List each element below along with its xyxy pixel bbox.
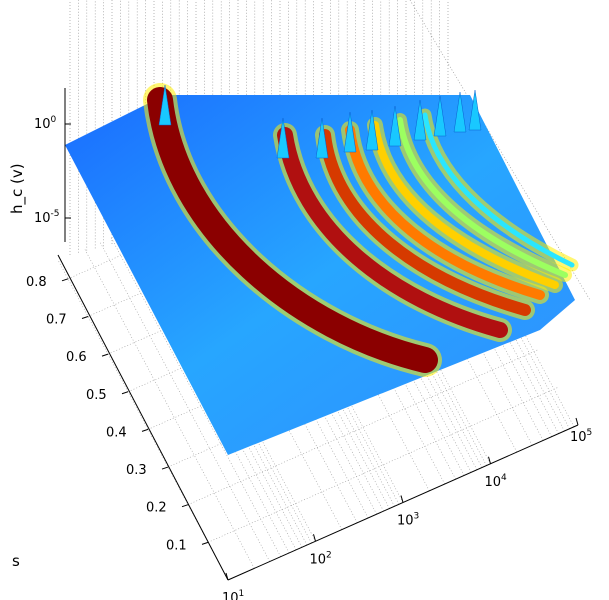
- surface-peak: [388, 105, 402, 147]
- z-tick-label: 10-5: [34, 209, 60, 226]
- surface-peak: [413, 99, 427, 141]
- y-tick-label: 0.3: [126, 463, 147, 478]
- ridge: [371, 121, 559, 289]
- surface-peak: [365, 109, 379, 151]
- surface-peak: [433, 95, 447, 137]
- ridge: [147, 87, 438, 373]
- y-tick-label: 0.6: [66, 350, 87, 365]
- surface-peak: [343, 111, 357, 153]
- x-tick-label: 102: [310, 550, 332, 567]
- z-tick-label: 100: [34, 115, 57, 132]
- surface-peak: [468, 89, 482, 131]
- x-tick-label: 103: [397, 512, 419, 529]
- x-tick-label: 104: [485, 473, 508, 490]
- z-axis-label: h_c (v): [8, 163, 27, 214]
- z-axis-ticks: 100 10-5: [34, 115, 71, 226]
- x-tick-label: 105: [570, 428, 592, 445]
- y-tick-label: 0.4: [106, 425, 127, 440]
- ridge: [345, 125, 545, 300]
- ridge: [397, 117, 568, 278]
- surface-peak: [315, 117, 329, 159]
- y-tick-label: 0.1: [166, 538, 187, 553]
- y-axis-label: s: [12, 552, 20, 570]
- surface-peak: [158, 84, 172, 126]
- y-tick-label: 0.2: [146, 501, 167, 516]
- surface-peak: [453, 91, 467, 133]
- ridge: [422, 112, 575, 268]
- x-tick-label: 101: [222, 589, 244, 600]
- surface: [65, 83, 579, 455]
- y-axis-line: [57, 254, 229, 581]
- y-axis-ticks: 0.1 0.2 0.3 0.4 0.5 0.6 0.7 0.8: [26, 275, 209, 553]
- x-axis-ticks: 101 102 103 104 105: [222, 417, 592, 600]
- ridge: [277, 127, 508, 338]
- y-tick-label: 0.7: [46, 312, 67, 327]
- y-tick-label: 0.8: [26, 275, 47, 290]
- y-tick-label: 0.5: [86, 388, 107, 403]
- ridge: [319, 129, 531, 316]
- surface-peak: [276, 117, 290, 159]
